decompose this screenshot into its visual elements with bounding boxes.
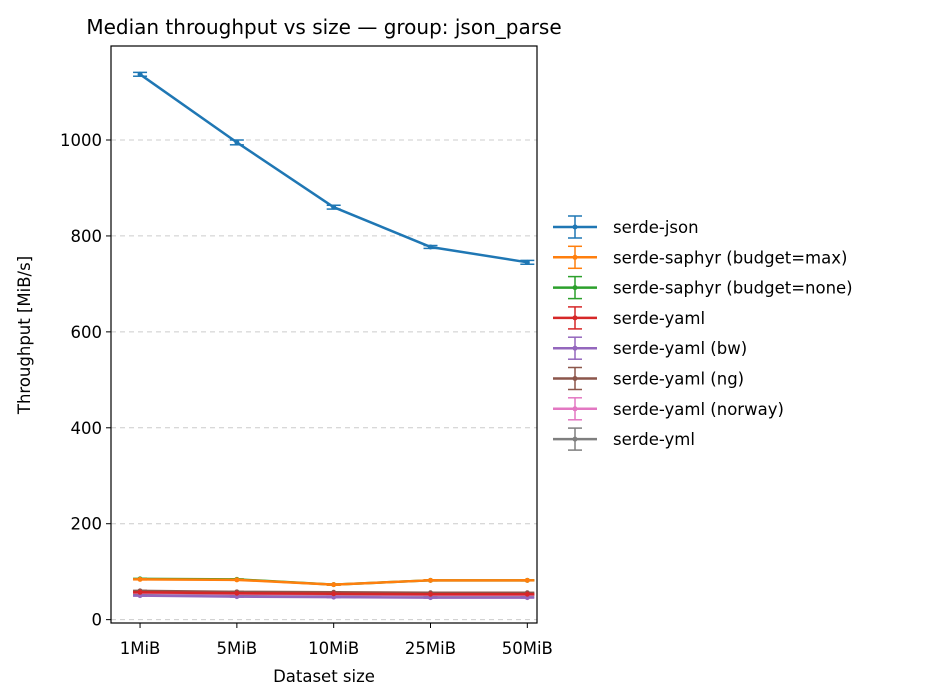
legend-marker bbox=[572, 224, 578, 230]
legend-item: serde-yaml (ng) bbox=[553, 366, 744, 391]
legend-label: serde-yaml (ng) bbox=[613, 370, 744, 389]
y-tick-label: 800 bbox=[71, 227, 103, 246]
x-tick-label: 50MiB bbox=[502, 639, 553, 658]
legend: serde-json serde-saphyr (budget=max) serde… bbox=[553, 215, 853, 451]
data-point bbox=[428, 244, 433, 250]
legend-item: serde-json bbox=[553, 215, 699, 239]
data-point bbox=[524, 577, 530, 583]
data-point bbox=[137, 71, 143, 77]
legend-label: serde-saphyr (budget=max) bbox=[613, 248, 847, 267]
legend-marker bbox=[572, 406, 578, 412]
series-0 bbox=[133, 71, 535, 265]
legend-item: serde-saphyr (budget=max) bbox=[553, 245, 847, 270]
legend-marker bbox=[572, 315, 578, 321]
legend-item: serde-yaml (bw) bbox=[553, 336, 747, 360]
legend-marker bbox=[572, 376, 578, 381]
chart-title: Median throughput vs size — group: json_… bbox=[86, 15, 561, 39]
data-point bbox=[234, 590, 240, 596]
data-point bbox=[524, 259, 530, 265]
series-1 bbox=[133, 576, 535, 588]
plot-area: 0 200 400 600 800 1000 1MiB 5MiB 10MiB 25MiB 50MiB bbox=[60, 45, 553, 658]
legend-marker bbox=[572, 436, 578, 442]
legend-item: serde-yml bbox=[553, 427, 695, 451]
legend-marker bbox=[572, 285, 578, 291]
y-tick-label: 400 bbox=[71, 419, 103, 438]
x-tick-label: 25MiB bbox=[405, 639, 456, 658]
y-tick-label: 1000 bbox=[60, 131, 102, 150]
series-4 bbox=[133, 593, 535, 601]
data-point bbox=[331, 582, 337, 588]
data-point bbox=[137, 589, 143, 595]
x-tick-label: 10MiB bbox=[308, 639, 359, 658]
y-axis-label: Throughput [MiB/s] bbox=[15, 256, 34, 415]
legend-marker bbox=[572, 254, 578, 260]
data-point bbox=[234, 139, 240, 145]
data-point bbox=[331, 204, 337, 210]
legend-marker bbox=[572, 345, 578, 351]
legend-label: serde-saphyr (budget=none) bbox=[613, 279, 853, 298]
data-point bbox=[234, 577, 240, 583]
legend-label: serde-yaml bbox=[613, 309, 705, 328]
data-point bbox=[331, 591, 337, 597]
data-point bbox=[137, 576, 143, 582]
x-tick-label: 5MiB bbox=[217, 639, 258, 658]
legend-label: serde-json bbox=[613, 218, 699, 237]
y-tick-label: 200 bbox=[71, 515, 103, 534]
legend-label: serde-yaml (bw) bbox=[613, 339, 747, 358]
legend-label: serde-yml bbox=[613, 430, 695, 449]
data-point bbox=[428, 591, 433, 597]
x-axis-label: Dataset size bbox=[273, 667, 375, 686]
data-point bbox=[428, 577, 433, 583]
legend-item: serde-yaml (norway) bbox=[553, 397, 784, 421]
y-tick-label: 600 bbox=[71, 323, 103, 342]
legend-item: serde-saphyr (budget=none) bbox=[553, 275, 853, 300]
x-tick-label: 1MiB bbox=[120, 639, 161, 658]
data-point bbox=[524, 591, 530, 597]
legend-label: serde-yaml (norway) bbox=[613, 400, 784, 419]
legend-item: serde-yaml bbox=[553, 306, 705, 330]
y-tick-label: 0 bbox=[92, 611, 103, 630]
series-3 bbox=[133, 589, 535, 597]
axes-frame bbox=[110, 45, 538, 624]
